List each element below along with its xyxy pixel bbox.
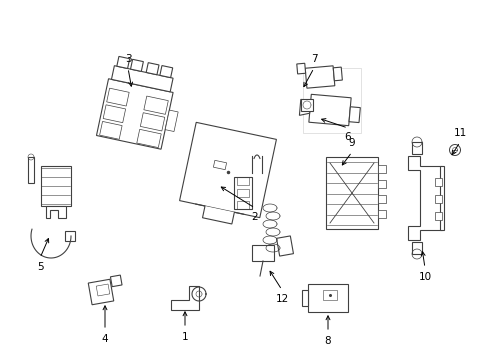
Polygon shape xyxy=(308,94,350,126)
Polygon shape xyxy=(434,178,441,186)
Text: 10: 10 xyxy=(418,272,431,282)
Polygon shape xyxy=(130,59,143,71)
Text: 11: 11 xyxy=(452,128,466,138)
Polygon shape xyxy=(171,286,199,310)
Text: 12: 12 xyxy=(275,294,288,304)
Polygon shape xyxy=(411,142,421,154)
Polygon shape xyxy=(165,110,178,131)
Polygon shape xyxy=(377,195,385,203)
Polygon shape xyxy=(434,212,441,220)
Polygon shape xyxy=(299,99,310,115)
Text: 8: 8 xyxy=(324,336,331,346)
Polygon shape xyxy=(276,236,293,256)
Polygon shape xyxy=(348,107,360,122)
Polygon shape xyxy=(251,245,273,261)
Polygon shape xyxy=(160,66,172,78)
Polygon shape xyxy=(65,231,75,241)
Polygon shape xyxy=(411,242,421,254)
Text: 6: 6 xyxy=(344,132,350,142)
Text: 3: 3 xyxy=(124,54,131,64)
Polygon shape xyxy=(439,166,443,230)
Text: 2: 2 xyxy=(251,212,258,222)
Polygon shape xyxy=(41,166,71,206)
Polygon shape xyxy=(28,157,34,183)
Polygon shape xyxy=(407,156,441,240)
Text: 4: 4 xyxy=(102,334,108,344)
Polygon shape xyxy=(377,210,385,218)
Polygon shape xyxy=(46,206,66,218)
Polygon shape xyxy=(234,177,251,209)
Polygon shape xyxy=(434,195,441,203)
Polygon shape xyxy=(111,66,173,92)
Text: 9: 9 xyxy=(348,138,355,148)
Polygon shape xyxy=(305,66,334,88)
Polygon shape xyxy=(296,63,305,74)
Polygon shape xyxy=(117,57,129,68)
Polygon shape xyxy=(325,157,377,229)
Polygon shape xyxy=(146,63,159,75)
Text: 7: 7 xyxy=(310,54,317,64)
Text: 5: 5 xyxy=(37,262,43,272)
Polygon shape xyxy=(88,279,114,305)
Polygon shape xyxy=(377,180,385,188)
Polygon shape xyxy=(195,204,244,224)
Polygon shape xyxy=(332,67,342,81)
Polygon shape xyxy=(307,284,347,312)
Polygon shape xyxy=(302,290,307,306)
Text: 1: 1 xyxy=(182,332,188,342)
Polygon shape xyxy=(301,99,312,111)
Polygon shape xyxy=(377,165,385,173)
Polygon shape xyxy=(179,122,276,218)
Polygon shape xyxy=(110,275,122,287)
Polygon shape xyxy=(96,79,173,149)
